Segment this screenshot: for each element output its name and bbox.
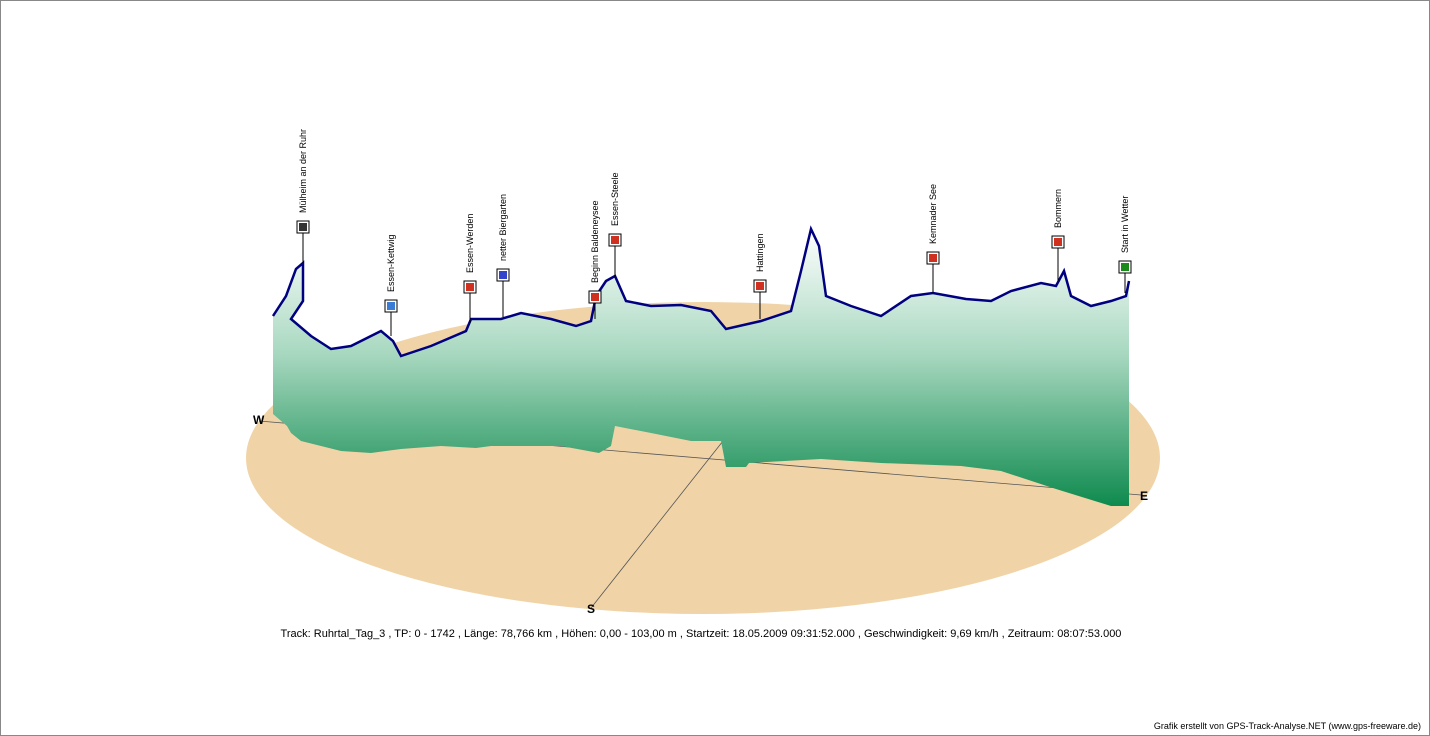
sep: , [385,628,395,640]
east-label: E [1140,489,1149,503]
track-speed: Geschwindigkeit: 9,69 km/h [864,628,999,640]
waypoint-marker[interactable]: Start in Wetter [1118,196,1132,293]
waypoint-marker[interactable]: Essen-Werden [463,214,477,323]
waypoint-marker[interactable]: Essen-Kettwig [384,234,398,336]
waypoint-marker[interactable]: Hattingen [753,233,767,319]
track-start: Startzeit: 18.05.2009 09:31:52.000 [686,628,855,640]
track-points: TP: 0 - 1742 [394,628,455,640]
waypoint-label: Start in Wetter [1120,196,1130,253]
south-label: S [587,602,596,616]
waypoint-marker[interactable]: Kemnader See [926,184,940,293]
house-icon-glyph [611,236,619,244]
north-south-axis [590,440,724,609]
house-icon-glyph [1054,238,1062,246]
sep: , [552,628,562,640]
waypoint-marker[interactable]: Essen-Steele [608,172,622,277]
sep: , [676,628,687,640]
waypoint-marker[interactable]: netter Biergarten [496,194,510,317]
waypoint-marker[interactable]: Beginn Baldeneysee [588,200,602,319]
west-label: W [253,413,265,427]
house-icon-glyph [466,283,474,291]
waypoint-label: Bommern [1053,189,1063,228]
waypoint-label: Hattingen [755,233,765,272]
sep: , [454,628,465,640]
track-duration: Zeitraum: 08:07:53.000 [1007,628,1122,640]
track-name: Track: Ruhrtal_Tag_3 [280,628,386,640]
sep: , [854,628,864,640]
lake-icon-glyph [929,254,937,262]
camera-icon-glyph [387,302,395,310]
house-icon-glyph [756,282,764,290]
waypoint-label: Kemnader See [928,184,938,244]
waypoint-label: Essen-Kettwig [386,234,396,292]
checkered-flag-icon-glyph [299,223,307,231]
track-info: Track: Ruhrtal_Tag_3 , TP: 0 - 1742 , Lä… [1,628,1401,640]
lake-icon-glyph [591,293,599,301]
waypoint-label: netter Biergarten [498,194,508,261]
beer-garden-icon-glyph [499,271,507,279]
waypoint-marker[interactable]: Mülheim an der Ruhr [296,129,310,263]
waypoint-label: Beginn Baldeneysee [590,200,600,283]
waypoint-label: Essen-Werden [465,214,475,273]
sep: , [998,628,1008,640]
start-flag-icon-glyph [1121,263,1129,271]
track-length: Länge: 78,766 km [464,628,553,640]
waypoint-label: Mülheim an der Ruhr [298,129,308,213]
waypoint-marker[interactable]: Bommern [1051,189,1065,281]
credit-text: Grafik erstellt von GPS-Track-Analyse.NE… [1153,721,1421,731]
waypoint-label: Essen-Steele [610,172,620,226]
track-heights: Höhen: 0,00 - 103,00 m [561,628,677,640]
track-elevation-line [271,225,1131,358]
elevation-profile-wall [273,229,1129,506]
